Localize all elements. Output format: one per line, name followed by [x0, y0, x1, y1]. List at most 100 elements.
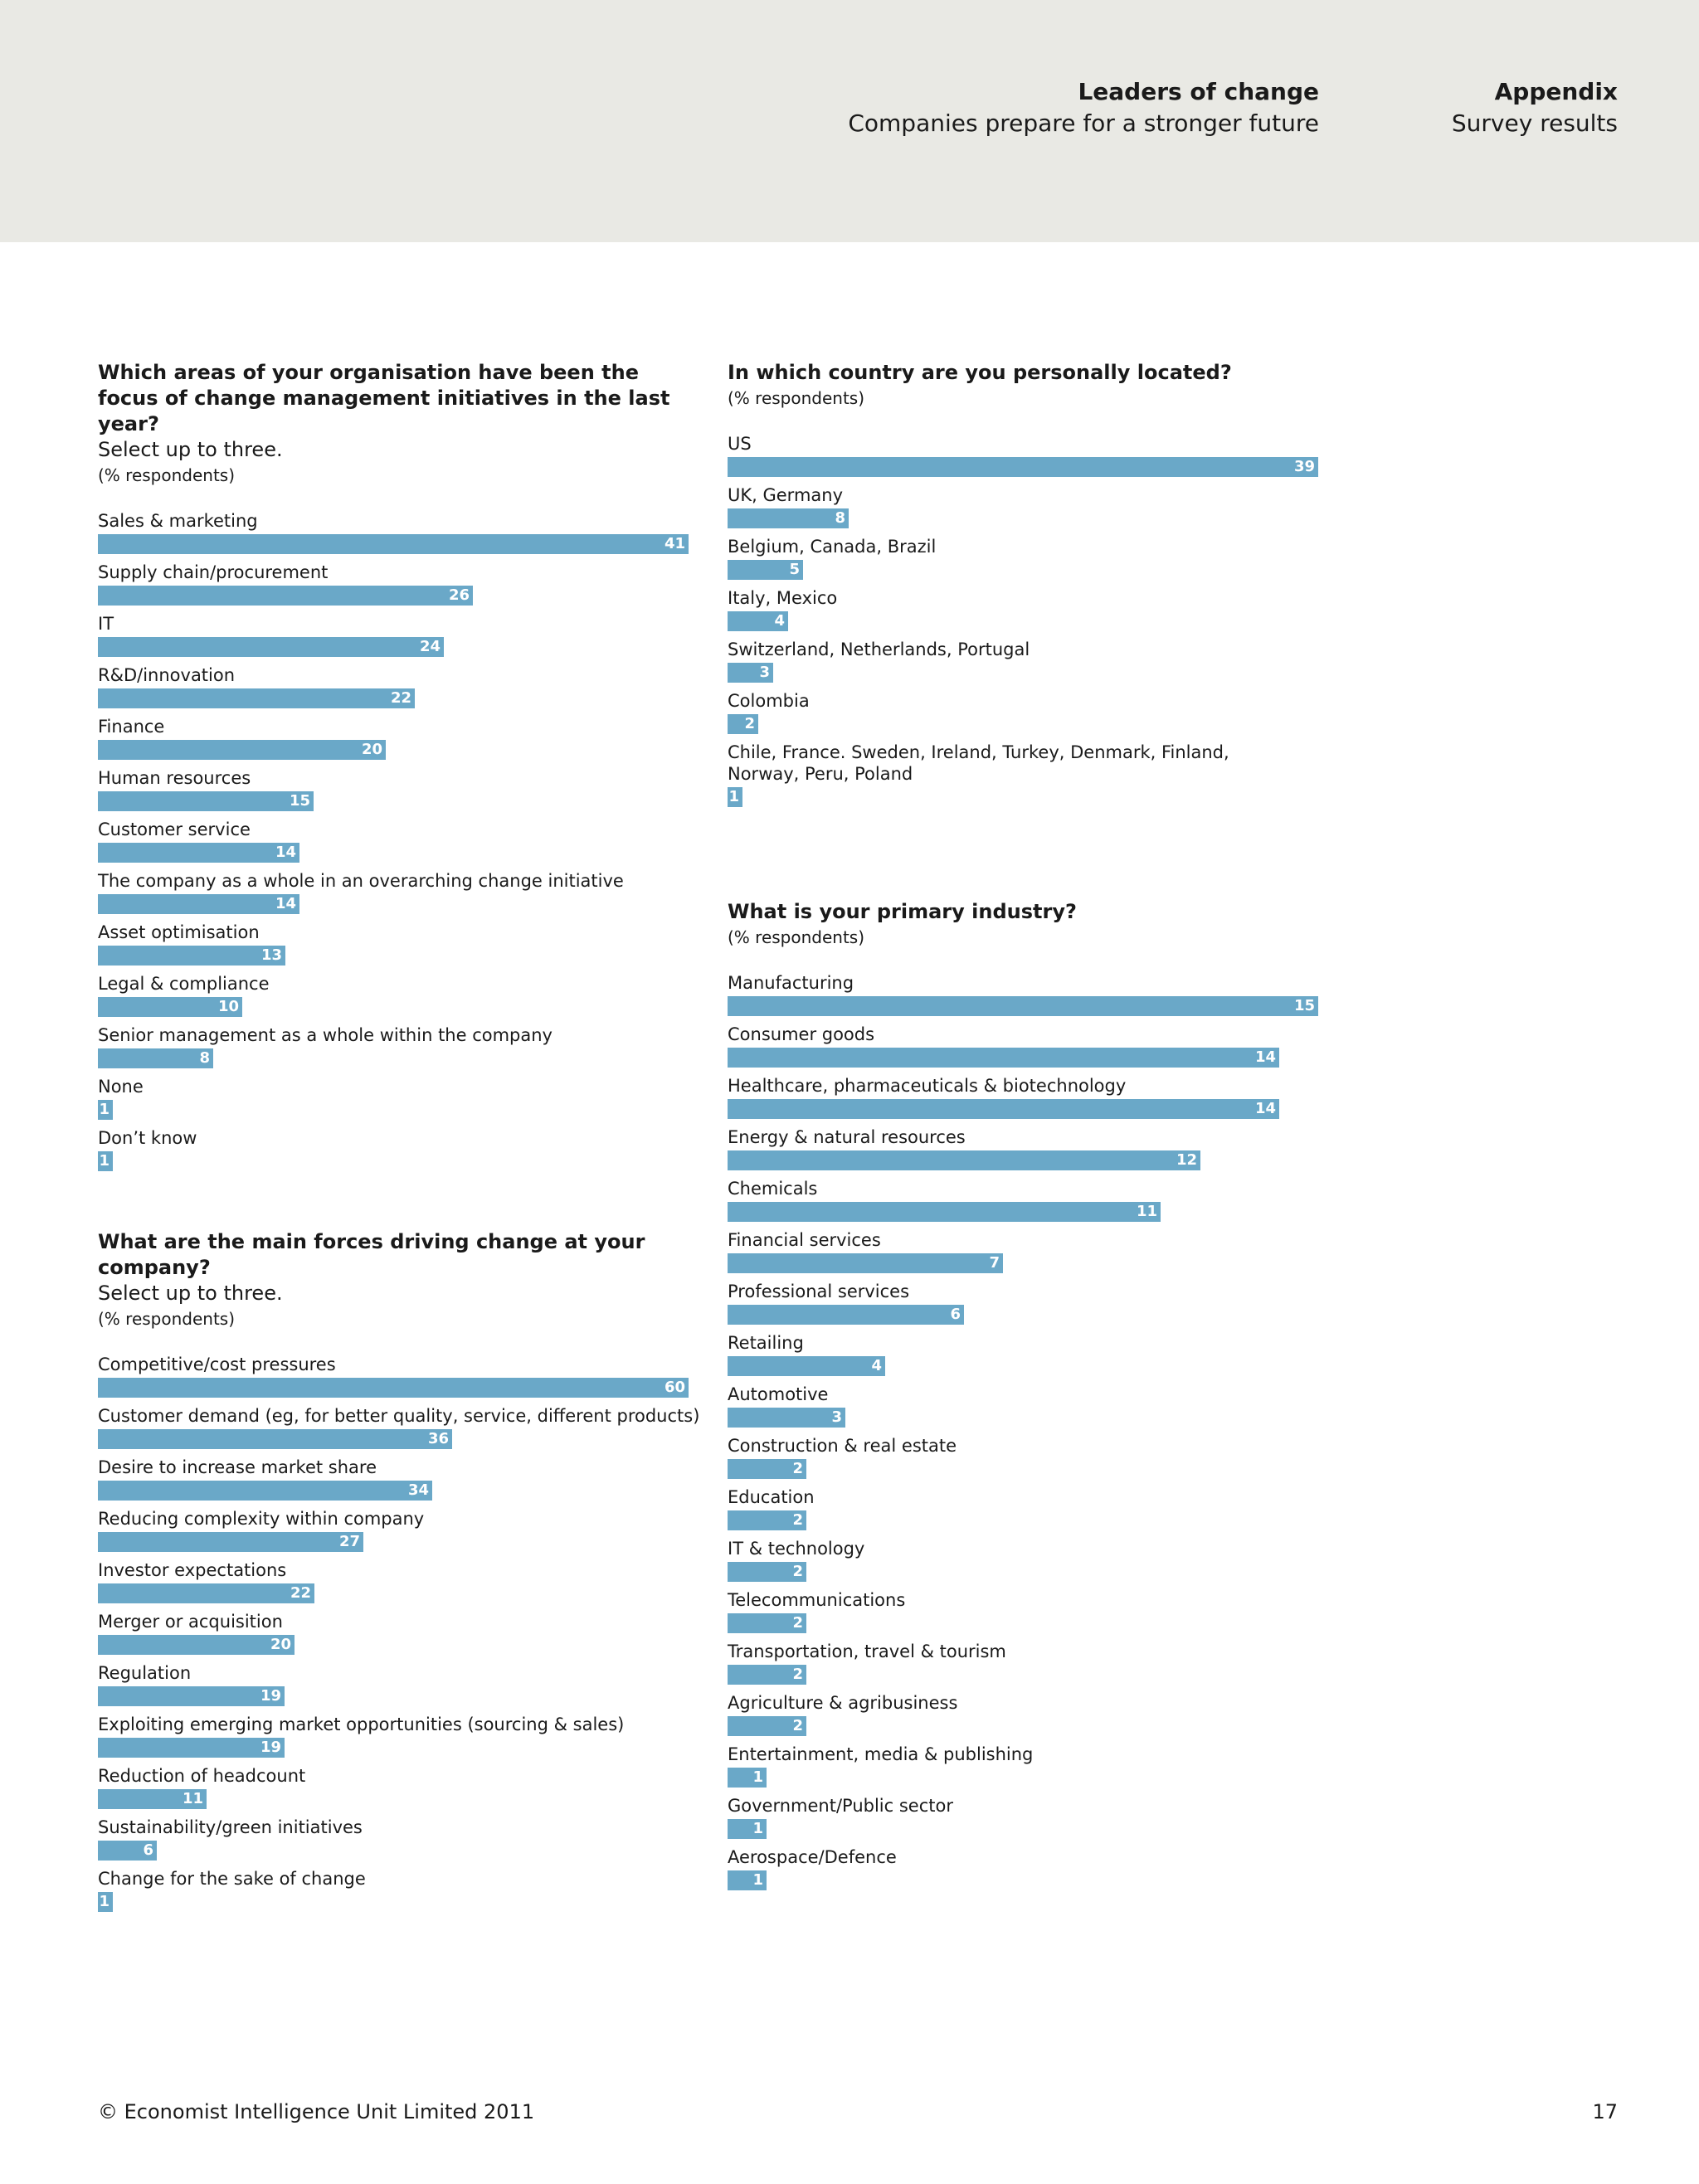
bar: 14: [98, 843, 299, 863]
bar: 15: [98, 791, 314, 811]
bar: 1: [98, 1151, 113, 1171]
bar-label: Belgium, Canada, Brazil: [728, 537, 937, 557]
bar-label: Human resources: [98, 768, 251, 788]
bar-label: Colombia: [728, 691, 810, 711]
bar-value-label: 36: [427, 1430, 449, 1447]
bar-value-label: 11: [182, 1790, 203, 1807]
bar-value-label: 15: [1293, 997, 1315, 1014]
bar-label: Competitive/cost pressures: [98, 1355, 336, 1374]
bar-value-label: 6: [143, 1841, 153, 1859]
bar: 1: [98, 1100, 113, 1120]
bar: 4: [728, 611, 788, 631]
bar-label: IT: [98, 614, 114, 634]
chart-title: What are the main forces driving change …: [98, 1230, 645, 1279]
bar-label: Manufacturing: [728, 973, 854, 993]
bar-label: Transportation, travel & tourism: [728, 1642, 1006, 1661]
bar-label: Professional services: [728, 1282, 910, 1301]
header-band: Leaders of change Companies prepare for …: [0, 0, 1699, 242]
bar-value-label: 27: [338, 1533, 360, 1550]
bar: 8: [98, 1048, 213, 1068]
report-header: Leaders of change Companies prepare for …: [689, 76, 1319, 139]
bar-value-label: 34: [407, 1481, 429, 1499]
bar-label: Sustainability/green initiatives: [98, 1817, 363, 1837]
bar: 14: [98, 894, 299, 914]
bar-value-label: 5: [789, 561, 800, 578]
bar-label: Senior management as a whole within the …: [98, 1025, 553, 1045]
bar-value-label: 7: [989, 1254, 1000, 1272]
bar: 39: [728, 457, 1318, 477]
bar-label: Healthcare, pharmaceuticals & biotechnol…: [728, 1076, 1127, 1096]
bar-value-label: 39: [1293, 458, 1315, 475]
bar-label: Change for the sake of change: [98, 1869, 366, 1889]
bar-label: Construction & real estate: [728, 1436, 957, 1456]
bar-label: Asset optimisation: [98, 922, 260, 942]
bar-label: Reducing complexity within company: [98, 1509, 425, 1529]
bar-label: Education: [728, 1487, 815, 1507]
chart-subtitle: Select up to three.: [98, 438, 283, 461]
bar-label: Don’t know: [98, 1128, 197, 1148]
bar-value-label: 19: [260, 1739, 281, 1756]
bar: 1: [728, 787, 742, 807]
chart-rows: Manufacturing 15 Consumer goods 14 Healthcar…: [728, 972, 1321, 1898]
chart-note: (% respondents): [728, 388, 865, 408]
bar: 4: [728, 1356, 885, 1376]
bar: 22: [98, 688, 415, 708]
bar-value-label: 13: [260, 946, 282, 964]
report-subtitle: Companies prepare for a stronger future: [848, 109, 1319, 137]
bar-value-label: 2: [792, 1511, 803, 1529]
bar-label: Exploiting emerging market opportunities…: [98, 1715, 625, 1734]
bar-label: Government/Public sector: [728, 1796, 953, 1816]
bar-value-label: 22: [290, 1584, 311, 1602]
bar: 2: [728, 1716, 806, 1736]
bar: 6: [728, 1305, 964, 1325]
bar-label: Financial services: [728, 1230, 881, 1250]
bar-label: Automotive: [728, 1384, 829, 1404]
bar-value-label: 12: [1176, 1151, 1197, 1169]
bar-value-label: 2: [792, 1460, 803, 1477]
bar-label: Customer service: [98, 820, 251, 839]
bar-label: Entertainment, media & publishing: [728, 1744, 1034, 1764]
bar-value-label: 2: [744, 715, 755, 732]
bar: 13: [98, 946, 285, 966]
bar-label: Chemicals: [728, 1179, 818, 1199]
bar-value-label: 1: [99, 1152, 110, 1170]
bar: 8: [728, 508, 849, 528]
bar-label: Regulation: [98, 1663, 192, 1683]
bar-label: Consumer goods: [728, 1024, 875, 1044]
bar-value-label: 20: [270, 1636, 291, 1653]
bar-value-label: 4: [871, 1357, 882, 1374]
bar-value-label: 1: [99, 1893, 110, 1910]
bar-value-label: 4: [774, 612, 785, 630]
bar-label: Chile, France. Sweden, Ireland, Turkey, …: [728, 742, 1229, 784]
bar: 6: [98, 1841, 157, 1861]
chart-change-areas: Which areas of your organisation have be…: [98, 360, 695, 1179]
chart-rows: US 39 UK, Germany 8 Belgium, Canada, Brazil 5…: [728, 433, 1321, 815]
bar: 15: [728, 996, 1318, 1016]
bar: 14: [728, 1048, 1279, 1068]
bar: 20: [98, 740, 386, 760]
bar-label: Reduction of headcount: [98, 1766, 306, 1786]
bar: 19: [98, 1686, 285, 1706]
bar: 2: [728, 714, 758, 734]
bar-label: Retailing: [728, 1333, 804, 1353]
chart-country: In which country are you personally loca…: [728, 360, 1321, 815]
bar: 22: [98, 1583, 314, 1603]
bar-value-label: 8: [199, 1049, 210, 1067]
bar-label: IT & technology: [728, 1539, 865, 1559]
bar-value-label: 1: [752, 1768, 763, 1786]
bar-value-label: 11: [1136, 1203, 1157, 1220]
bar-label: Merger or acquisition: [98, 1612, 283, 1632]
chart-note: (% respondents): [728, 927, 865, 947]
bar-value-label: 14: [1254, 1048, 1276, 1066]
page-number: 17: [1592, 2100, 1618, 2123]
chart-subtitle: Select up to three.: [98, 1282, 283, 1305]
bar-value-label: 22: [390, 689, 411, 707]
chart-note: (% respondents): [98, 465, 236, 485]
chart-note: (% respondents): [98, 1309, 236, 1329]
chart-rows: Competitive/cost pressures 60 Customer dem…: [98, 1354, 699, 1919]
bar-label: Aerospace/Defence: [728, 1847, 897, 1867]
bar-label: Agriculture & agribusiness: [728, 1693, 958, 1713]
bar: 2: [728, 1510, 806, 1530]
bar-value-label: 14: [275, 895, 296, 912]
bar-value-label: 41: [664, 535, 685, 552]
